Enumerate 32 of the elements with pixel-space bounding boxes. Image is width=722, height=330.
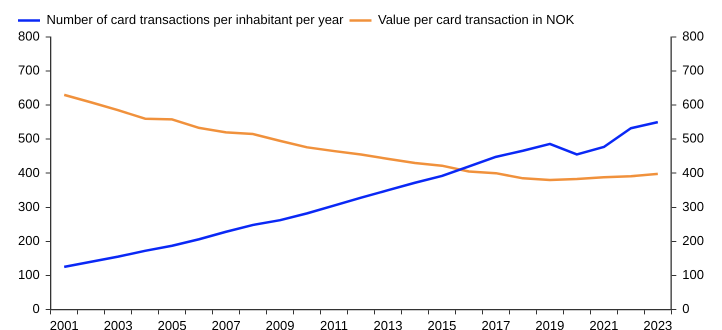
x-tick-label: 2011 bbox=[320, 318, 348, 330]
y-tick-label: 300 bbox=[18, 198, 40, 214]
y2-tick-label: 400 bbox=[682, 164, 704, 180]
x-tick-label: 2021 bbox=[589, 318, 618, 330]
x-tick-label: 2003 bbox=[104, 318, 133, 330]
y2-tick-label: 800 bbox=[682, 28, 704, 44]
y-tick-label: 100 bbox=[18, 266, 40, 282]
y-tick-label: 700 bbox=[18, 62, 40, 78]
x-tick-label: 2019 bbox=[535, 318, 564, 330]
y2-tick-label: 600 bbox=[682, 96, 704, 112]
x-tick-label: 2015 bbox=[427, 318, 456, 330]
x-tick-label: 2001 bbox=[50, 318, 79, 330]
y2-tick-label: 200 bbox=[682, 232, 704, 248]
y2-tick-label: 500 bbox=[682, 130, 704, 146]
y-tick-label: 200 bbox=[18, 232, 40, 248]
x-tick-label: 2007 bbox=[212, 318, 241, 330]
legend-label: Value per card transaction in NOK bbox=[378, 12, 575, 28]
x-tick-label: 2023 bbox=[643, 318, 672, 330]
x-tick-label: 2013 bbox=[374, 318, 402, 330]
y2-tick-label: 300 bbox=[682, 198, 704, 214]
y-tick-label: 600 bbox=[18, 96, 40, 112]
x-tick-label: 2005 bbox=[158, 318, 187, 330]
y-tick-label: 800 bbox=[18, 28, 40, 44]
y2-tick-label: 100 bbox=[682, 266, 704, 282]
y-tick-label: 0 bbox=[32, 300, 40, 316]
y-tick-label: 500 bbox=[18, 130, 40, 146]
x-tick-label: 2009 bbox=[266, 318, 295, 330]
x-tick-label: 2017 bbox=[481, 318, 510, 330]
y-tick-label: 400 bbox=[18, 164, 40, 180]
legend-label: Number of card transactions per inhabitant per year bbox=[46, 12, 344, 28]
y2-tick-label: 700 bbox=[682, 62, 704, 78]
y2-tick-label: 0 bbox=[682, 300, 690, 316]
